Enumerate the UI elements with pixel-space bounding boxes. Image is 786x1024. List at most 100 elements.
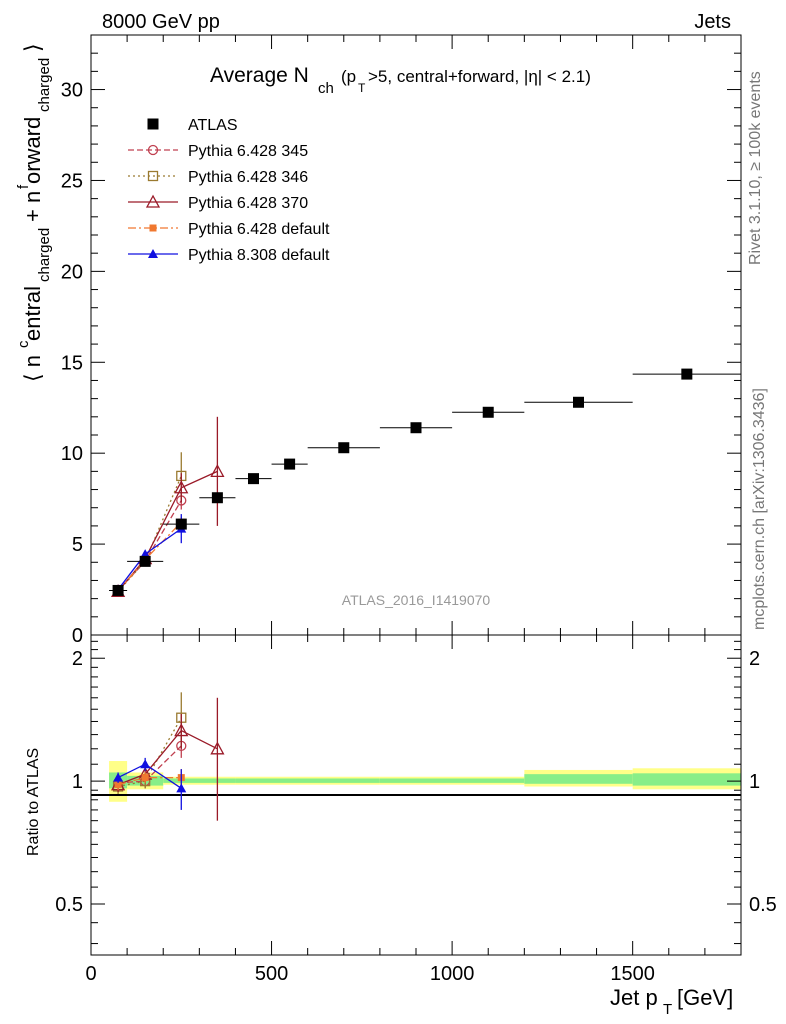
main-y-ticks: 0 5 10 15 20 25 30 <box>61 34 741 647</box>
ratio-line-2 <box>117 729 218 786</box>
main-point <box>248 473 259 485</box>
stat-uncertainty-band <box>163 778 236 783</box>
xlabel-jet: Jet p <box>610 985 658 1010</box>
stat-uncertainty-band <box>632 773 741 786</box>
title-rest-1: (p <box>341 67 356 86</box>
title-rest-2: >5, central+forward, |η| < 2.1) <box>368 67 591 86</box>
ratio-ytick-label-right: 2 <box>749 648 760 670</box>
ratio-y-ticks: 0.5 0.5 1 1 2 2 <box>55 640 777 945</box>
ratio-point <box>174 723 189 737</box>
ratio-panel: 0.5 0.5 1 1 2 2 0 500 1000 1500 Ratio to ATLAS <box>25 634 777 985</box>
xtick-label: 500 <box>255 963 288 985</box>
main-point <box>681 368 693 380</box>
ratio-ytick-label: 1 <box>72 771 83 793</box>
legend: ATLAS Pythia 6.428 345 Pythia 6.428 346 Pyt… <box>128 117 330 264</box>
main-point <box>112 584 124 596</box>
ytick-label: 5 <box>72 534 83 556</box>
legend-label: Pythia 8.308 default <box>188 247 330 264</box>
legend-marker <box>147 144 159 156</box>
legend-label: Pythia 6.428 346 <box>188 169 308 186</box>
main-series-layer <box>109 368 741 598</box>
main-point <box>175 518 187 530</box>
ylabel-charged2: charged <box>36 58 53 112</box>
ratio-series-layer <box>110 692 225 821</box>
main-x-ticks <box>90 35 742 635</box>
ytick-label: 0 <box>72 625 83 647</box>
xlabel-T: T <box>663 1001 672 1018</box>
ylabel-entral: entral <box>20 286 45 341</box>
stat-uncertainty-band <box>524 774 633 784</box>
legend-marker <box>147 118 159 130</box>
xtick-label: 1500 <box>610 963 655 985</box>
legend-label: Pythia 6.428 default <box>188 221 330 238</box>
legend-marker <box>148 249 158 258</box>
ylabel-f: f <box>15 184 32 189</box>
mcplots-label: mcplots.cern.ch [arXiv:1306.3436] <box>751 388 768 630</box>
ylabel-plus: + n <box>20 191 45 222</box>
ytick-label: 15 <box>61 352 83 374</box>
ratio-ylabel: Ratio to ATLAS <box>25 748 42 856</box>
main-line-4 <box>117 521 182 592</box>
legend-label: Pythia 6.428 345 <box>188 143 308 160</box>
ratio-ytick-label-right: 1 <box>749 771 760 793</box>
stat-uncertainty-band <box>379 778 525 783</box>
main-line-2 <box>117 475 182 592</box>
ratio-series-4 <box>113 757 187 810</box>
stat-uncertainty-band <box>235 778 380 783</box>
ratio-point <box>114 781 122 789</box>
ratio-point <box>141 774 149 782</box>
ratio-bands <box>109 761 741 802</box>
legend-marker <box>147 170 159 182</box>
ylabel-open: ⟨ n <box>20 355 45 382</box>
title-ch: ch <box>318 80 334 97</box>
ytick-label: 30 <box>61 80 83 102</box>
ratio-ytick-label-right: 0.5 <box>749 894 777 916</box>
main-point <box>284 458 296 470</box>
main-point <box>211 492 223 504</box>
main-panel: 0 5 10 15 20 25 30 Average N ch (p T >5, centr… <box>15 34 742 647</box>
main-point <box>174 480 189 494</box>
ratio-x-ticks: 0 500 1000 1500 <box>85 635 742 985</box>
ylabel-close: ⟩ <box>20 43 45 52</box>
legend-label: ATLAS <box>188 117 238 134</box>
ylabel-charged1: charged <box>36 228 53 282</box>
legend-marker <box>149 224 157 232</box>
main-point <box>573 396 584 408</box>
ratio-ytick-label: 0.5 <box>55 894 83 916</box>
header-right: Jets <box>694 11 731 33</box>
main-point <box>482 406 494 418</box>
ytick-label: 10 <box>61 443 83 465</box>
ylabel-orward: orward <box>20 117 45 184</box>
ytick-label: 20 <box>61 261 83 283</box>
main-point <box>139 555 151 567</box>
ratio-ytick-label: 2 <box>72 648 83 670</box>
ratio-point <box>140 759 151 769</box>
xlabel: Jet p T [GeV] <box>610 985 733 1018</box>
ratio-line-1 <box>117 717 182 788</box>
main-ylabel: ⟨ n c entral charged + n f orward charge… <box>15 43 53 382</box>
main-series-1 <box>112 491 187 596</box>
ratio-point <box>113 772 124 782</box>
watermark: ATLAS_2016_I1419070 <box>342 592 491 608</box>
legend-label: Pythia 6.428 370 <box>188 195 308 212</box>
plot-title: Average N ch (p T >5, central+forward, |… <box>210 64 591 97</box>
title-T: T <box>358 81 366 95</box>
main-series-3 <box>110 416 225 598</box>
ratio-point <box>210 741 225 755</box>
rivet-label: Rivet 3.1.10, ≥ 100k events <box>747 71 764 265</box>
header-left: 8000 GeV pp <box>102 11 220 33</box>
main-series-0 <box>109 368 741 596</box>
xtick-label: 0 <box>85 963 96 985</box>
ratio-point <box>176 783 187 793</box>
ytick-label: 25 <box>61 170 83 192</box>
main-point <box>410 422 422 434</box>
ylabel-c: c <box>15 340 32 348</box>
xlabel-unit: [GeV] <box>677 985 733 1010</box>
legend-marker <box>145 194 161 208</box>
xtick-label: 1000 <box>430 963 475 985</box>
main-point <box>210 464 225 478</box>
main-point <box>338 442 350 454</box>
main-point <box>140 549 151 559</box>
title-average: Average N <box>210 64 309 87</box>
